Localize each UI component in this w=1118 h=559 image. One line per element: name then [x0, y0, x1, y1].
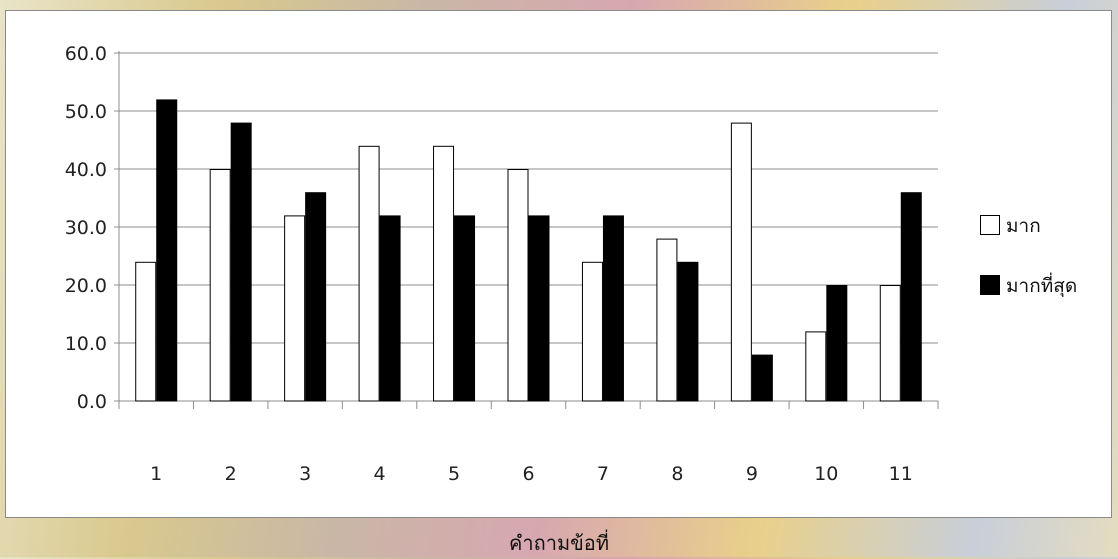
x-tick-label: 2 — [225, 463, 237, 485]
legend-swatch-1 — [981, 276, 1000, 295]
x-tick-label: 9 — [746, 463, 758, 485]
x-tick-label: 11 — [889, 463, 913, 485]
y-tick-label: 30.0 — [65, 217, 107, 239]
bar-mak-thisut-4 — [380, 216, 400, 401]
y-tick-label: 40.0 — [65, 159, 107, 181]
x-tick-label: 8 — [671, 463, 683, 485]
y-tick-label: 20.0 — [65, 275, 107, 297]
legend-label-0: มาก — [1006, 215, 1041, 237]
bar-mak-6 — [508, 170, 528, 402]
chart-frame: 0.0 10.0 20.0 30.0 40.0 50.0 60.0 1 2 3 4 5 6 7 8 9 10 1… — [5, 10, 1112, 518]
x-tick-label: 3 — [299, 463, 311, 485]
bar-mak-10 — [806, 332, 826, 401]
bar-mak-thisut-3 — [306, 193, 326, 401]
bar-mak-5 — [434, 146, 454, 401]
bar-mak-1 — [136, 262, 156, 401]
x-tick-labels: 1 2 3 4 5 6 7 8 9 10 11 — [150, 463, 913, 485]
bar-mak-thisut-6 — [529, 216, 549, 401]
bars — [136, 100, 922, 401]
x-tick-label: 10 — [814, 463, 838, 485]
x-tick-label: 6 — [522, 463, 534, 485]
x-tick-label: 4 — [374, 463, 386, 485]
x-tick-label: 1 — [150, 463, 162, 485]
bar-mak-thisut-1 — [157, 100, 177, 401]
bar-mak-11 — [880, 286, 900, 402]
bar-mak-4 — [359, 146, 379, 401]
bar-mak-thisut-10 — [827, 286, 847, 402]
bar-chart: 0.010.020.030.040.050.060.0 1 2 3 4 5 6 7 8 9 10 1… — [6, 11, 1113, 519]
y-tick-label: 60.0 — [65, 43, 107, 65]
x-tick-label: 5 — [448, 463, 460, 485]
bar-mak-thisut-8 — [678, 262, 698, 401]
x-axis-title: คำถามข้อที่ — [0, 527, 1118, 559]
y-tick-labels: 0.0 10.0 20.0 30.0 40.0 50.0 60.0 — [65, 43, 107, 413]
bar-mak-8 — [657, 239, 677, 401]
bar-mak-thisut-11 — [901, 193, 921, 401]
bar-mak-2 — [210, 170, 230, 402]
bar-mak-3 — [285, 216, 305, 401]
bar-mak-9 — [731, 123, 751, 401]
y-tick-label: 50.0 — [65, 101, 107, 123]
legend-swatch-0 — [981, 216, 1000, 235]
y-tick-label: 10.0 — [65, 333, 107, 355]
legend-label-1: มากที่สุด — [1006, 272, 1077, 298]
bar-mak-7 — [582, 262, 602, 401]
y-tick-label: 0.0 — [77, 391, 107, 413]
bar-mak-thisut-2 — [231, 123, 251, 401]
bar-mak-thisut-7 — [603, 216, 623, 401]
bar-mak-thisut-5 — [455, 216, 475, 401]
x-tick-label: 7 — [597, 463, 609, 485]
bar-mak-thisut-9 — [752, 355, 772, 401]
